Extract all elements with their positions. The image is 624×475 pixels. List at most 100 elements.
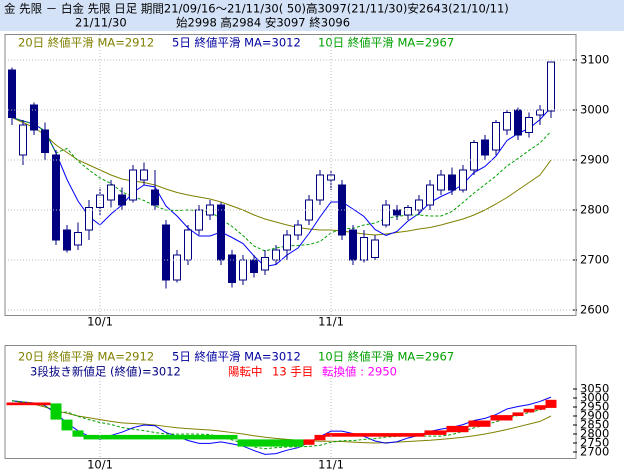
brick — [39, 402, 51, 406]
brick — [171, 434, 183, 440]
brick — [347, 433, 359, 437]
brick — [534, 405, 546, 410]
candle-body — [437, 174, 445, 191]
y-tick-label: 3100 — [580, 53, 609, 67]
brick — [149, 434, 161, 440]
brick — [303, 439, 315, 445]
candle-body — [250, 259, 258, 273]
candle-body — [74, 232, 82, 246]
header-ohlc: 始2998 高2984 安3097 終3096 — [176, 16, 350, 30]
x-tick-label: 11/1 — [318, 458, 344, 472]
candle-body — [173, 254, 181, 281]
y-tick-label: 3000 — [580, 103, 609, 117]
brick — [204, 434, 216, 440]
candle-body — [294, 224, 302, 236]
brick — [127, 434, 139, 440]
brick — [380, 433, 392, 437]
ma-line — [11, 117, 552, 236]
candle-body — [107, 184, 115, 201]
candle-body — [415, 199, 423, 211]
candle-body — [140, 169, 148, 181]
y-tick-label: 2950 — [580, 400, 609, 414]
candle-body — [52, 154, 60, 241]
candle-body — [503, 112, 511, 131]
brick — [105, 434, 117, 440]
y-tick-label: 2900 — [580, 409, 609, 423]
y-tick-label: 2600 — [580, 303, 609, 317]
candle-body — [30, 104, 38, 131]
legend-ma5: 5日 終値平滑 MA=3012 — [172, 350, 301, 364]
candle-body — [129, 169, 137, 201]
break-status: 陽転中 — [228, 365, 263, 379]
candle-body — [349, 229, 357, 261]
brick — [457, 425, 469, 433]
candle-body — [239, 259, 247, 281]
brick — [402, 433, 414, 437]
candle-body — [470, 142, 478, 171]
brick — [160, 434, 172, 440]
brick — [358, 433, 370, 437]
brick — [512, 412, 524, 416]
brick — [17, 402, 29, 406]
candle-body — [63, 229, 71, 251]
candle-body — [448, 174, 456, 191]
ma-line — [11, 400, 552, 444]
brick — [182, 434, 194, 440]
brick — [336, 433, 348, 437]
brick — [424, 430, 436, 435]
brick — [248, 439, 260, 447]
y-tick-label: 2850 — [580, 418, 609, 432]
x-tick-label: 10/1 — [87, 458, 113, 472]
break-title: 3段抜き新値足 (終値)=3012 — [30, 365, 181, 379]
legend-ma10: 10日 終値平滑 MA=2967 — [318, 36, 454, 50]
candle-body — [360, 237, 368, 261]
legend-ma5: 5日 終値平滑 MA=3012 — [172, 36, 301, 50]
candle-body — [8, 69, 16, 118]
brick — [391, 433, 403, 437]
candle-body — [118, 194, 126, 206]
brick — [83, 434, 95, 440]
brick — [490, 415, 502, 421]
brick — [314, 434, 326, 441]
candle-body — [272, 249, 280, 261]
candle-body — [316, 174, 324, 201]
brick — [116, 434, 128, 440]
brick — [523, 408, 535, 413]
brick — [215, 434, 227, 440]
y-tick-label: 2800 — [580, 203, 609, 217]
brick — [61, 419, 73, 431]
candle-body — [547, 61, 555, 112]
candle-body — [85, 207, 93, 231]
brick — [94, 434, 106, 440]
brick — [292, 439, 304, 447]
candle-body — [371, 239, 379, 258]
header-band — [0, 0, 624, 31]
brick — [6, 402, 18, 406]
brick — [446, 425, 458, 433]
candle-body — [283, 234, 291, 251]
main-panel — [4, 34, 577, 316]
brick — [468, 420, 480, 427]
candle-body — [393, 209, 401, 216]
brick — [193, 434, 205, 440]
legend-ma10: 10日 終値平滑 MA=2967 — [318, 350, 454, 364]
candle-body — [162, 224, 170, 281]
break-count: 13 手目 — [272, 365, 313, 379]
brick — [545, 399, 557, 408]
brick — [28, 402, 40, 406]
ma-line — [11, 400, 552, 450]
candle-body — [536, 109, 544, 116]
y-tick-label: 3000 — [580, 391, 609, 405]
candle-body — [404, 207, 412, 216]
candle-body — [459, 169, 467, 191]
legend-ma20: 20日 終値平滑 MA=2912 — [18, 350, 154, 364]
brick — [281, 439, 293, 447]
brick — [270, 439, 282, 447]
candle-body — [525, 117, 533, 133]
y-tick-label: 2800 — [580, 427, 609, 441]
candle-body — [184, 229, 192, 261]
header-date: 21/11/30 — [75, 16, 127, 30]
x-tick-label: 10/1 — [87, 315, 113, 329]
